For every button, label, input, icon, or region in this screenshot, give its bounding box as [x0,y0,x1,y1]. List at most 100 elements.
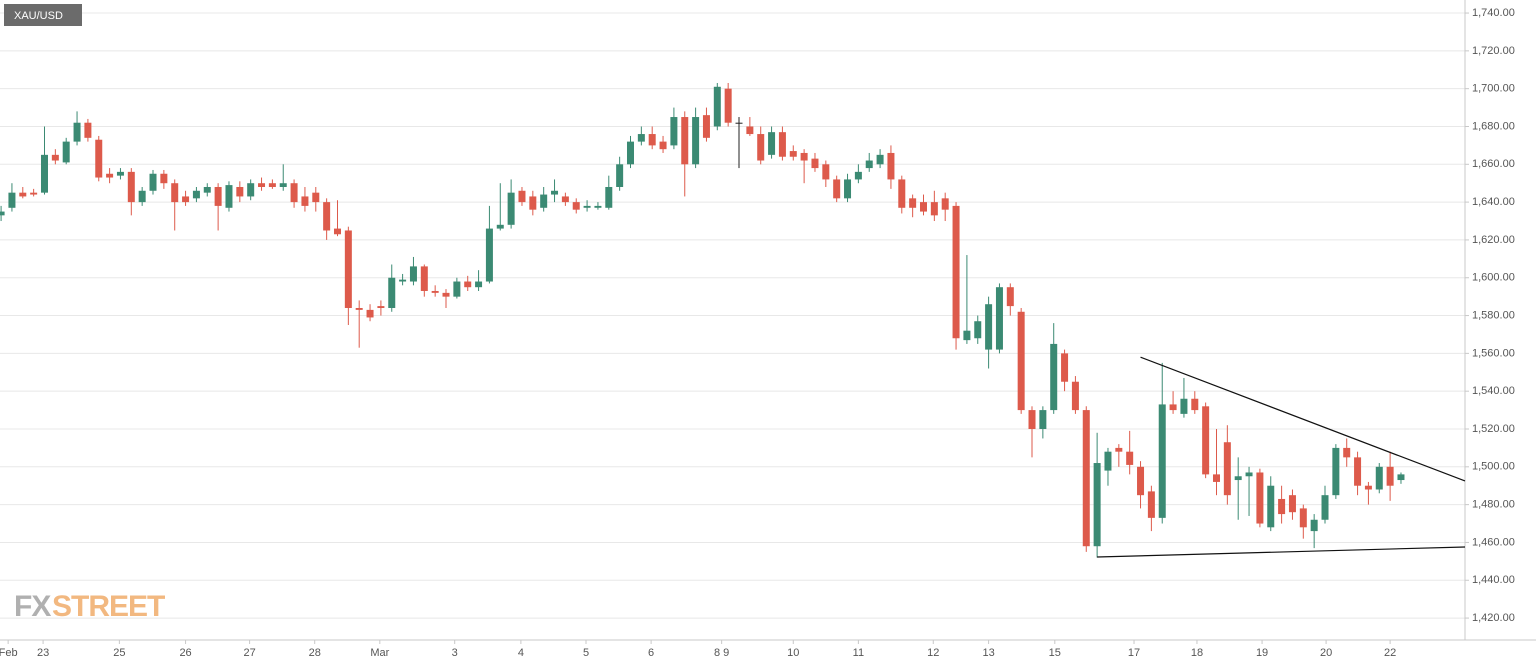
candle-body [225,185,233,208]
candle-body [312,192,320,203]
candles [0,83,1466,558]
candle-body [1137,466,1145,496]
trend-line [1140,356,1466,482]
candle-body [431,290,439,293]
candle-body [116,171,124,176]
candle-body [30,192,38,195]
candle-body [1017,311,1025,411]
candle-body [1354,457,1362,486]
candle-body [301,196,309,206]
candle-body [106,173,114,178]
candle-body [1191,398,1199,411]
watermark-fx: FX [14,590,51,623]
y-tick-label: 1,680.00 [1472,120,1515,132]
y-tick-label: 1,520.00 [1472,423,1515,435]
candle-body [746,126,754,135]
y-tick-label: 1,720.00 [1472,45,1515,57]
candle-body [1169,404,1177,411]
candle-body [1147,491,1155,518]
x-tick-label: 8 9 [714,647,729,659]
candle-body [40,154,48,193]
x-tick-label: 23 [37,647,49,659]
x-tick-label: 25 [113,647,125,659]
x-tick-label: 26 [179,647,191,659]
candle-body [475,281,483,288]
candle-body [1234,476,1242,481]
candle-body [757,134,765,161]
candle-body [941,198,949,210]
y-tick-label: 1,480.00 [1472,499,1515,511]
candle-body [724,88,732,123]
candle-body [605,186,613,208]
candle-body [626,141,634,165]
candle-body [702,115,710,138]
candle-body [822,164,830,180]
candle-body [1288,495,1296,513]
watermark-street: STREET [52,590,165,623]
x-tick-label: 28 [309,647,321,659]
candle-body [583,205,591,208]
candle-body [507,192,515,225]
candle-body [268,183,276,187]
candle-body [1212,474,1220,482]
candle-body [594,205,602,208]
candle-body [290,183,298,203]
candle-body [811,158,819,169]
x-tick-label: 10 [787,647,799,659]
candle-body [1299,508,1307,528]
candle-body [1267,485,1275,528]
candle-body [1061,353,1069,382]
y-tick-label: 1,740.00 [1472,7,1515,19]
x-tick-label: Mar [370,647,389,659]
candle-body [127,171,135,203]
candle-body [659,141,667,150]
candle-body [518,190,526,203]
candle-body [681,117,689,165]
candle-body [1321,495,1329,520]
candle-body [258,183,266,187]
candle-body [616,164,624,187]
candle-body [333,228,341,235]
candle-body [453,281,461,297]
candle-body [1104,451,1112,471]
candle-body [540,194,548,208]
candle-body [887,152,895,180]
candle-body [149,173,157,191]
x-tick-label: 5 [583,647,589,659]
candle-body [51,154,59,161]
y-tick-label: 1,540.00 [1472,385,1515,397]
plot-area [0,0,1465,640]
candle-body [1223,442,1231,496]
x-tick-label: 20 [1320,647,1332,659]
y-tick-label: 1,560.00 [1472,347,1515,359]
candle-body [1256,472,1264,524]
candle-body [974,321,982,339]
x-tick-label: 6 [648,647,654,659]
x-tick-label: 19 [1256,647,1268,659]
y-tick-label: 1,640.00 [1472,196,1515,208]
candle-body [1375,466,1383,490]
grid [0,12,1465,619]
y-tick-label: 1,580.00 [1472,309,1515,321]
candle-body [995,287,1003,350]
y-tick-label: 1,620.00 [1472,234,1515,246]
candle-body [844,179,852,199]
candle-body [1180,398,1188,414]
x-tick-label: 4 [518,647,524,659]
candle-body [985,304,993,350]
candle-body [420,266,428,291]
candle-body [1050,343,1058,411]
x-tick-label: 11 [853,647,864,659]
legend-label: XAU/USD [14,10,63,22]
candle-body [160,173,168,184]
candle-body [768,132,776,155]
candle-body [1028,410,1036,429]
candle-body [1245,472,1253,477]
candle-body [898,179,906,208]
candle-body [203,186,211,193]
candle-body [1386,466,1394,486]
candle-body [1278,498,1286,515]
candle-body [713,86,721,127]
candle-body [572,202,580,210]
